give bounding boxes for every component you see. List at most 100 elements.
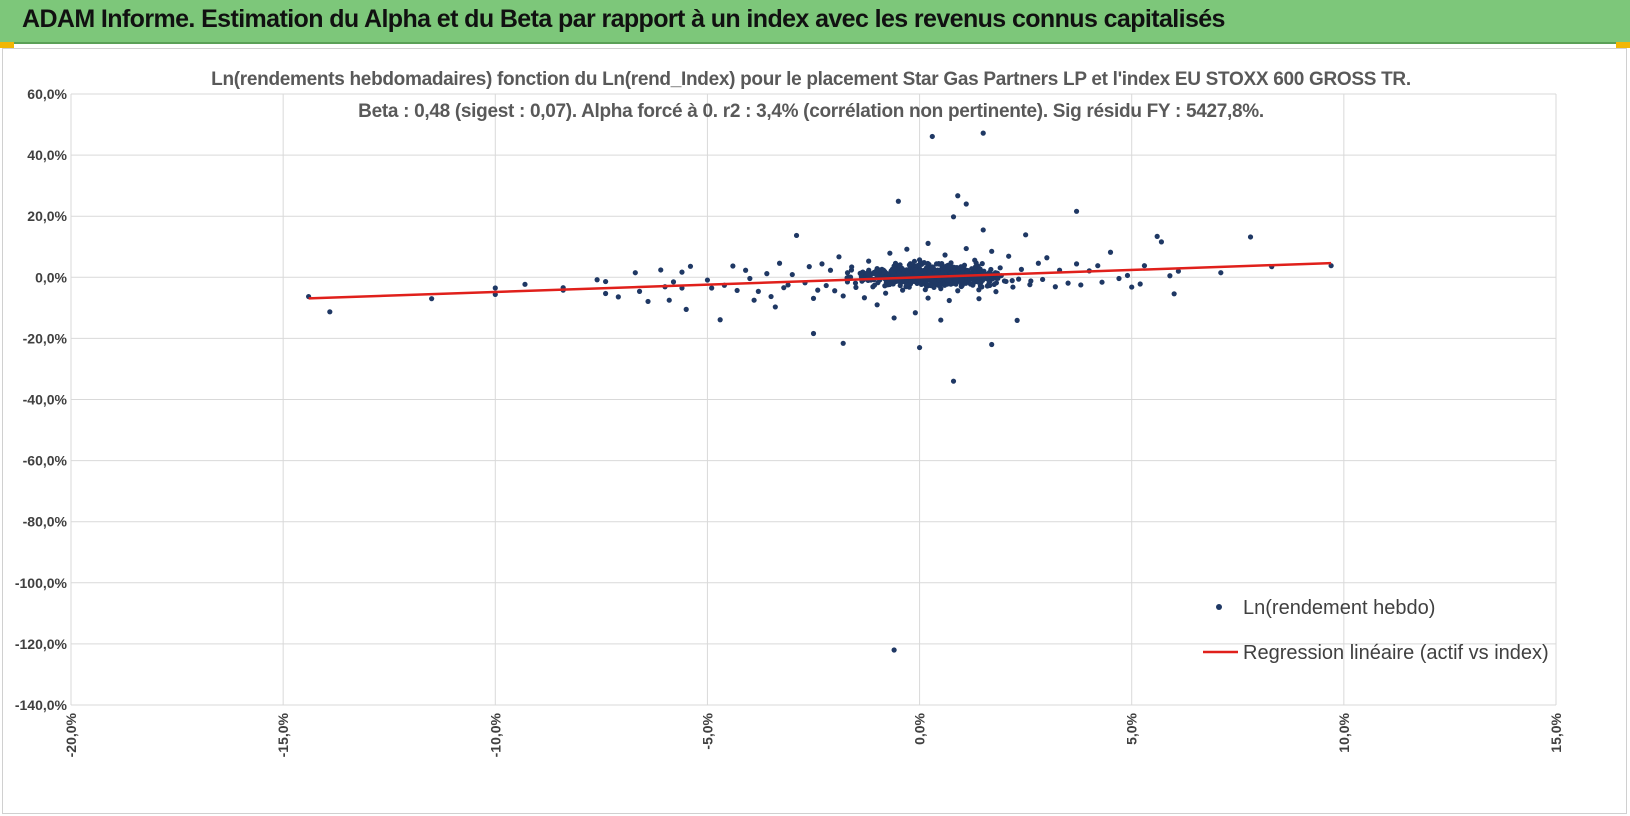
data-point <box>823 282 829 289</box>
x-tick-label: 15,0% <box>1548 712 1564 752</box>
regression-line-group <box>308 261 1332 300</box>
data-point <box>747 275 753 282</box>
data-point <box>717 317 723 323</box>
data-point <box>743 267 749 273</box>
data-point <box>755 288 761 294</box>
data-point <box>776 260 783 266</box>
data-point <box>1167 273 1173 279</box>
data-point <box>832 288 838 294</box>
x-tick-label: -10,0% <box>487 712 503 757</box>
chart-title-line-2: Beta : 0,48 (sigest : 0,07). Alpha forcé… <box>358 101 1264 122</box>
data-point <box>819 261 825 267</box>
data-point <box>866 258 872 264</box>
scatter-chart: 60,0% 40,0% 20,0% 0,0% -20,0% -40,0% -60,0% -80… <box>15 69 1564 757</box>
x-tick-label: 5,0% <box>1124 712 1140 744</box>
data-point <box>1137 281 1143 287</box>
data-point <box>789 271 795 278</box>
data-point <box>989 248 995 254</box>
data-point <box>827 267 834 273</box>
data-point <box>948 260 954 266</box>
data-point <box>955 193 961 199</box>
data-point <box>645 298 651 305</box>
data-point <box>327 309 333 315</box>
data-point <box>937 281 943 288</box>
data-point <box>810 330 817 337</box>
data-point <box>852 280 859 286</box>
data-point <box>764 271 770 277</box>
data-point <box>861 295 868 301</box>
data-point <box>492 285 498 291</box>
data-point <box>938 317 944 323</box>
data-point <box>925 295 931 301</box>
data-point <box>666 297 672 303</box>
data-point <box>915 277 921 283</box>
data-point <box>1154 233 1160 239</box>
x-tick-label: -15,0% <box>275 712 291 757</box>
data-point <box>781 285 787 291</box>
data-point <box>1018 266 1024 272</box>
data-point <box>997 265 1003 271</box>
data-point <box>1218 270 1224 276</box>
data-point <box>1124 272 1131 279</box>
y-tick-label: -40,0% <box>23 392 68 408</box>
data-point <box>679 269 685 275</box>
data-point <box>972 264 978 270</box>
y-tick-label: 40,0% <box>27 147 67 163</box>
data-point <box>615 294 621 300</box>
data-point <box>897 262 903 268</box>
data-point <box>1003 278 1009 285</box>
data-point <box>1040 276 1046 283</box>
data-point <box>1073 208 1080 214</box>
data-point <box>836 254 842 260</box>
chart-title-line-1: Ln(rendements hebdomadaires) fonction du… <box>211 69 1411 90</box>
data-point <box>793 232 800 239</box>
data-point <box>1328 263 1334 269</box>
data-point <box>1171 291 1177 297</box>
data-point <box>683 306 689 312</box>
data-point <box>429 296 435 302</box>
data-point <box>942 252 948 258</box>
data-point <box>687 263 694 269</box>
y-tick-label: -120,0% <box>15 636 68 652</box>
data-point <box>976 296 982 302</box>
data-point <box>963 245 969 252</box>
data-point <box>922 287 928 293</box>
data-point <box>1052 284 1058 290</box>
data-point <box>895 198 901 204</box>
data-point <box>947 264 953 270</box>
data-point <box>840 293 846 299</box>
y-tick-label: -20,0% <box>23 330 68 346</box>
data-point <box>938 271 945 277</box>
data-point <box>1099 279 1105 285</box>
data-point <box>950 214 957 220</box>
data-point <box>853 284 859 290</box>
grid-lines <box>70 93 1557 706</box>
data-point <box>956 266 962 272</box>
data-point <box>881 269 887 275</box>
data-point <box>959 277 965 284</box>
data-point <box>1028 278 1034 284</box>
data-point <box>888 268 894 274</box>
data-point <box>785 282 791 288</box>
data-point <box>1073 261 1080 267</box>
data-point <box>844 270 851 276</box>
data-point <box>847 274 854 280</box>
data-point <box>923 267 929 273</box>
data-point <box>916 344 923 351</box>
data-point <box>955 288 961 294</box>
data-point <box>874 272 880 279</box>
data-point <box>925 282 931 288</box>
data-point <box>1023 232 1029 238</box>
report-title: ADAM Informe. Estimation du Alpha et du … <box>22 5 1225 33</box>
data-points <box>306 130 1334 653</box>
data-point <box>636 288 643 294</box>
data-point <box>1010 284 1016 290</box>
data-point <box>1065 280 1071 286</box>
data-point <box>989 341 995 348</box>
data-point <box>858 270 864 276</box>
chart-area: 60,0% 40,0% 20,0% 0,0% -20,0% -40,0% -60,0% -80… <box>2 48 1627 814</box>
corner-marker-left <box>0 42 14 48</box>
data-point <box>1247 234 1254 240</box>
data-point <box>1107 249 1114 255</box>
data-point <box>912 310 918 316</box>
